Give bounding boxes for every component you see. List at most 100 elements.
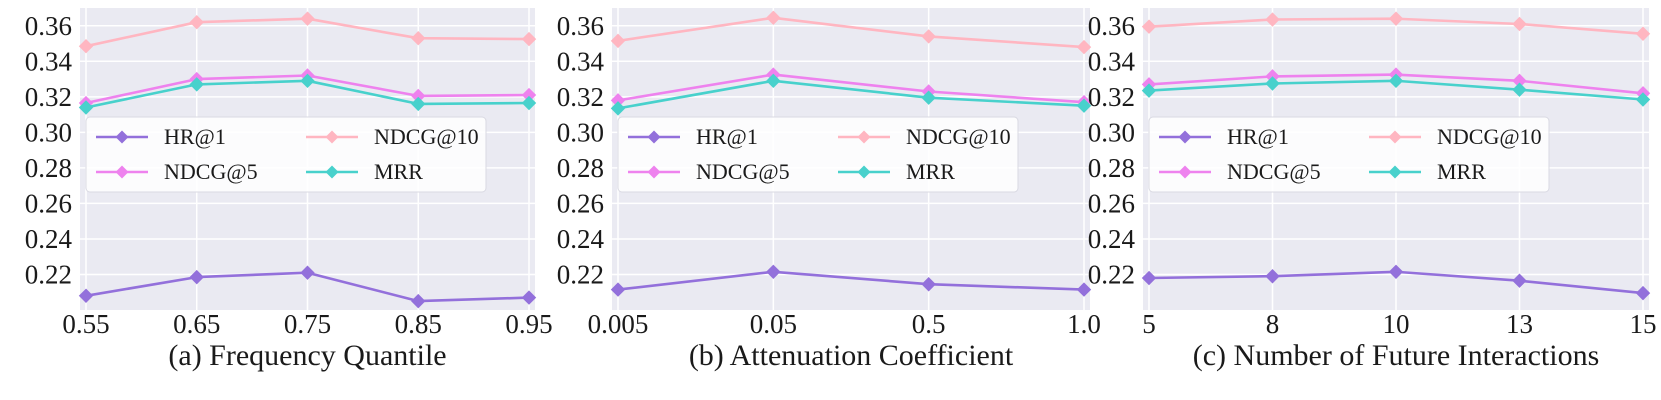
data-point (1076, 98, 1092, 113)
data-point (610, 101, 626, 116)
legend-marker (647, 130, 661, 144)
data-point (300, 11, 315, 26)
y-tick-label: 0.32 (25, 82, 72, 112)
data-point (189, 269, 204, 285)
y-tick-label: 0.32 (1088, 82, 1135, 112)
y-tick-label: 0.26 (25, 188, 72, 218)
data-point (1388, 73, 1404, 89)
data-point (921, 277, 936, 292)
y-tick-label: 0.34 (25, 46, 73, 76)
legend-item: NDCG@10 (1369, 124, 1542, 149)
series-line-hr-1 (617, 270, 1085, 291)
data-point (1512, 82, 1527, 97)
y-tick-label: 0.36 (1088, 11, 1135, 41)
series-line-ndcg-5 (617, 73, 1085, 104)
legend-item: NDCG@5 (96, 159, 258, 184)
data-point (610, 282, 626, 297)
legend-label: HR@1 (1227, 124, 1289, 149)
x-tick-label: 1.0 (1067, 309, 1101, 339)
y-tick-label: 0.34 (557, 46, 605, 76)
y-tick-label: 0.22 (1088, 259, 1135, 289)
data-point (921, 90, 936, 105)
legend-label: NDCG@10 (906, 124, 1011, 149)
data-point (1141, 83, 1157, 98)
data-point (189, 15, 204, 30)
x-tick-label: 15 (1630, 309, 1657, 339)
data-point (1141, 19, 1157, 34)
legend-item: MRR (1369, 159, 1486, 184)
chart-panel-3: 0.22 0.24 0.26 0.28 0.30 0.32 0.34 0.36 5 8 10 13 15… (1088, 8, 1657, 372)
legend-item: HR@1 (96, 124, 226, 149)
legend-marker (1178, 165, 1192, 179)
x-axis-label: (c) Number of Future Interactions (1193, 339, 1600, 372)
y-tick-label: 0.36 (557, 11, 604, 41)
legend-label: MRR (906, 159, 955, 184)
data-point (1512, 273, 1527, 288)
data-point (1076, 282, 1092, 297)
x-tick-label: 0.85 (395, 309, 442, 339)
data-point (189, 77, 204, 92)
legend-label: MRR (1437, 159, 1486, 184)
legend-marker (325, 130, 339, 144)
data-point (300, 265, 315, 280)
data-point (521, 95, 537, 111)
x-tick-label: 0.65 (173, 309, 220, 339)
x-tick-label: 0.75 (284, 309, 331, 339)
x-axis-label: (b) Attenuation Coefficient (689, 339, 1014, 372)
data-point (1265, 269, 1280, 284)
legend-label: NDCG@10 (1437, 124, 1542, 149)
legend-label: NDCG@10 (374, 124, 479, 149)
y-tick-label: 0.30 (25, 117, 72, 147)
legend-marker (857, 130, 871, 144)
legend-label: HR@1 (164, 124, 226, 149)
x-axis-label: (a) Frequency Quantile (168, 339, 446, 372)
data-point (411, 30, 426, 46)
data-point (1388, 11, 1404, 26)
series-line-ndcg-10 (617, 16, 1085, 49)
y-tick-label: 0.28 (557, 153, 604, 183)
y-tick-label: 0.28 (25, 153, 72, 183)
legend-label: MRR (374, 159, 423, 184)
legend-marker (115, 130, 129, 144)
legend-marker (1388, 165, 1402, 179)
data-point (78, 288, 94, 303)
legend-label: NDCG@5 (1227, 159, 1321, 184)
legend-marker (857, 165, 871, 179)
data-point (1076, 39, 1092, 55)
x-tick-label: 13 (1506, 309, 1533, 339)
y-tick-label: 0.30 (1088, 117, 1135, 147)
legend-marker (115, 165, 129, 179)
y-tick-label: 0.36 (25, 11, 72, 41)
data-point (78, 100, 94, 115)
y-tick-label: 0.24 (25, 224, 73, 254)
y-tick-label: 0.26 (1088, 188, 1135, 218)
legend-item: MRR (838, 159, 955, 184)
y-tick-label: 0.30 (557, 117, 604, 147)
data-point (921, 29, 936, 44)
legend (617, 116, 1019, 193)
legend-item: HR@1 (628, 124, 758, 149)
data-point (766, 73, 781, 89)
x-tick-label: 0.95 (505, 309, 552, 339)
x-tick-label: 8 (1266, 309, 1280, 339)
y-tick-label: 0.24 (557, 224, 605, 254)
legend-item: HR@1 (1159, 124, 1289, 149)
y-tick-label: 0.22 (557, 259, 604, 289)
data-point (766, 264, 781, 280)
data-point (1512, 16, 1527, 32)
y-tick-label: 0.32 (557, 82, 604, 112)
legend-label: HR@1 (696, 124, 758, 149)
x-tick-label: 0.55 (62, 309, 109, 339)
legend-marker (1388, 130, 1402, 144)
x-tick-label: 0.005 (588, 309, 649, 339)
legend-marker (647, 165, 661, 179)
legend-label: NDCG@5 (164, 159, 258, 184)
data-point (1265, 76, 1280, 91)
data-point (1141, 270, 1157, 286)
chart-panel-1: 0.22 0.24 0.26 0.28 0.30 0.32 0.34 0.36 0.55 0.65… (25, 8, 553, 372)
data-point (78, 38, 94, 54)
y-tick-label: 0.26 (557, 188, 604, 218)
data-point (1635, 285, 1651, 301)
x-tick-label: 5 (1142, 309, 1156, 339)
